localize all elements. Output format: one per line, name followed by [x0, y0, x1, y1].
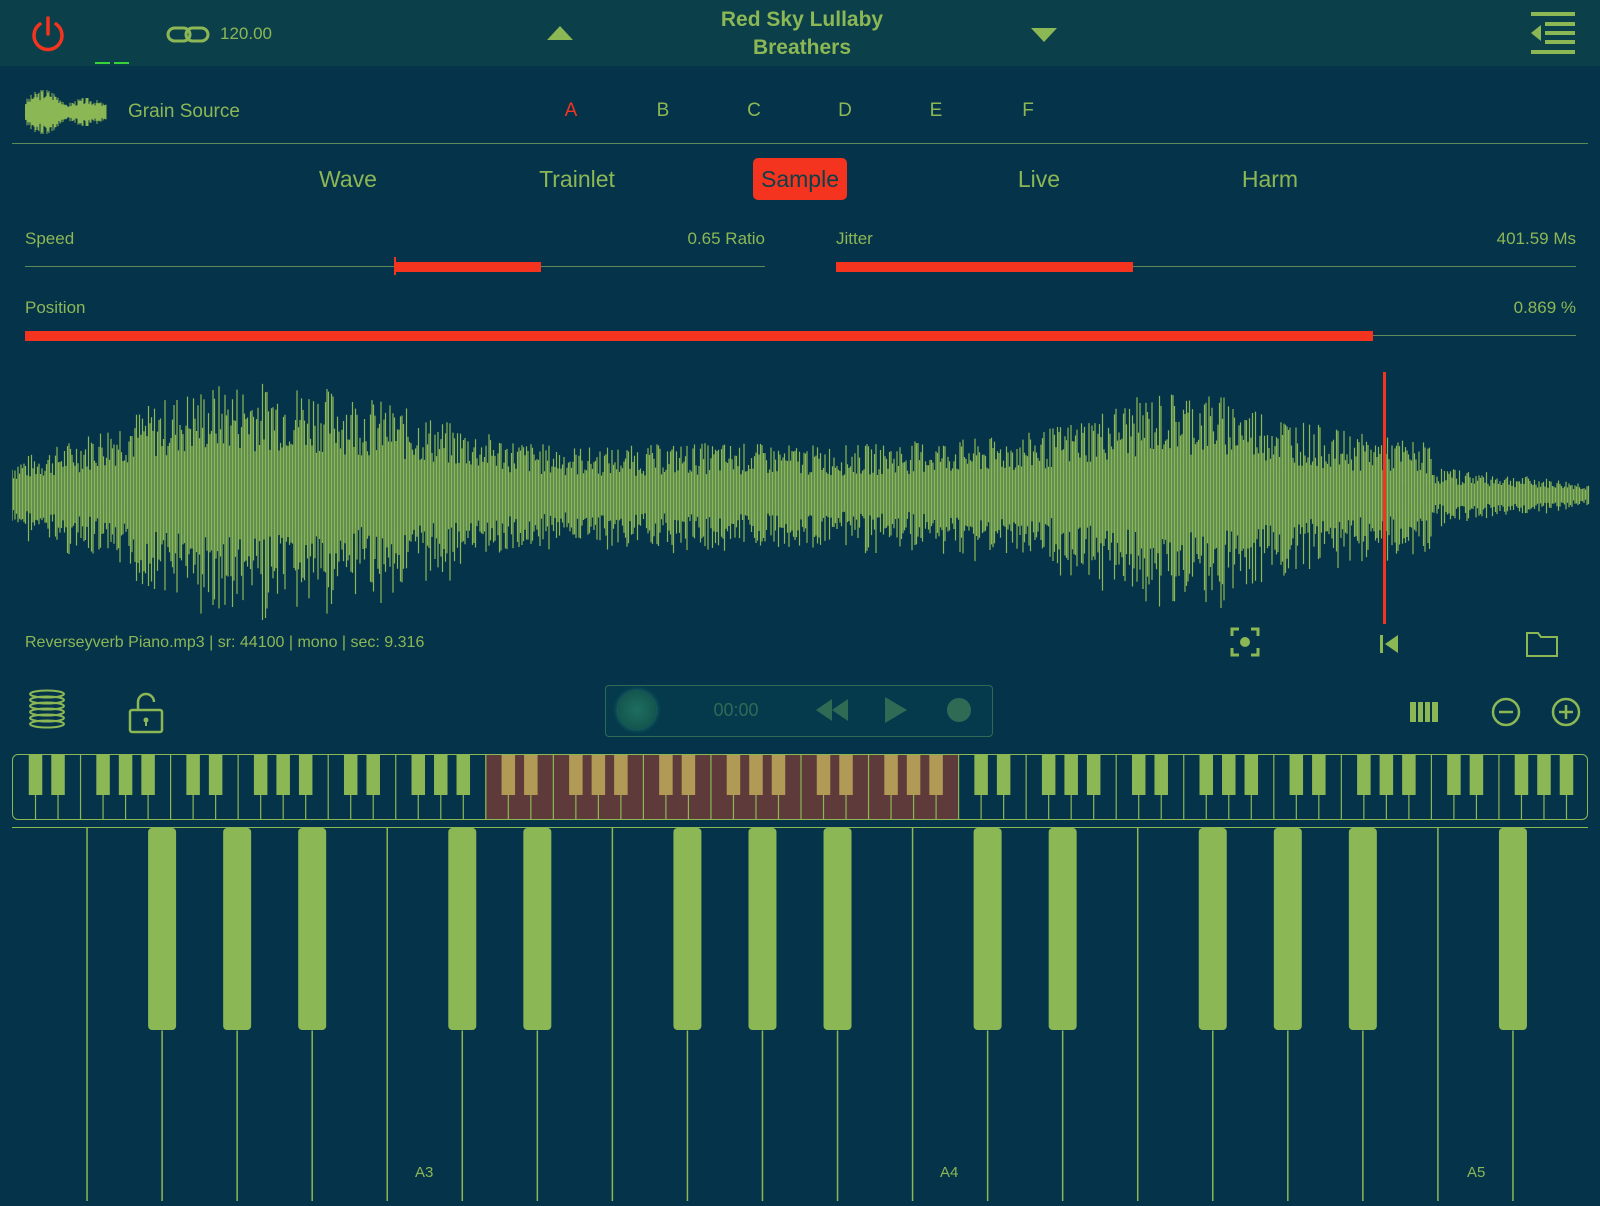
- focus-icon[interactable]: [1230, 627, 1260, 657]
- grain-slot-f[interactable]: F: [1022, 100, 1034, 121]
- link-icon[interactable]: [166, 25, 210, 45]
- arrow-up-icon[interactable]: [547, 26, 573, 40]
- tempo-value[interactable]: 120.00: [220, 24, 272, 43]
- keyboard-overview[interactable]: [12, 754, 1588, 820]
- tab-wave[interactable]: Wave: [319, 166, 377, 192]
- jitter-label: Jitter: [836, 229, 873, 248]
- tab-sample[interactable]: Sample: [753, 158, 847, 200]
- octave-label-a3: A3: [415, 1164, 434, 1181]
- playhead-marker[interactable]: [1383, 372, 1386, 624]
- octave-label-a4: A4: [940, 1164, 959, 1181]
- menu-icon[interactable]: [1531, 12, 1575, 54]
- level-meter-right: [114, 62, 129, 64]
- skip-start-icon[interactable]: [1378, 633, 1400, 655]
- zoom-in-icon[interactable]: [1550, 696, 1582, 728]
- transport-time: 00:00: [713, 700, 759, 720]
- position-value: 0.869 %: [1513, 298, 1576, 317]
- waveform-display[interactable]: [11, 370, 1590, 623]
- zoom-out-icon[interactable]: [1490, 696, 1522, 728]
- octave-label-a5: A5: [1467, 1164, 1486, 1181]
- sample-file-info: Reverseyverb Piano.mp3 | sr: 44100 | mon…: [25, 634, 425, 651]
- speed-label: Speed: [25, 229, 75, 248]
- lock-icon[interactable]: [128, 690, 164, 734]
- level-meter-left: [95, 62, 110, 64]
- preset-author: Breathers: [752, 36, 852, 59]
- divider: [12, 143, 1588, 144]
- preset-title[interactable]: Red Sky Lullaby Breathers: [600, 6, 1004, 62]
- grain-slot-d[interactable]: D: [838, 100, 852, 121]
- top-bar: [0, 0, 1600, 66]
- grain-source-label: Grain Source: [128, 101, 240, 122]
- transport-bar: 00:00: [605, 685, 993, 737]
- grain-slot-b[interactable]: B: [656, 100, 670, 121]
- folder-icon[interactable]: [1525, 628, 1559, 658]
- play-icon[interactable]: [885, 697, 907, 723]
- tab-live[interactable]: Live: [1017, 166, 1061, 192]
- tab-harm[interactable]: Harm: [1241, 166, 1299, 192]
- speed-value: 0.65 Ratio: [687, 229, 766, 248]
- grain-slot-c[interactable]: C: [747, 100, 761, 121]
- piano-keyboard[interactable]: [12, 827, 1588, 1201]
- position-label: Position: [25, 298, 86, 317]
- position-slider[interactable]: [25, 318, 1576, 348]
- jitter-value: 401.59 Ms: [1496, 229, 1576, 248]
- tab-trainlet[interactable]: Trainlet: [539, 166, 615, 192]
- grain-slot-e[interactable]: E: [929, 100, 943, 121]
- power-icon[interactable]: [28, 14, 68, 54]
- jitter-slider[interactable]: [836, 248, 1576, 278]
- keyboard-range-icon[interactable]: [1410, 700, 1438, 724]
- arrow-down-icon[interactable]: [1031, 28, 1057, 42]
- waveform-thumb-icon[interactable]: [25, 90, 107, 134]
- record-icon[interactable]: [947, 698, 971, 722]
- rewind-icon[interactable]: [816, 699, 848, 721]
- speed-slider[interactable]: [25, 248, 765, 278]
- preset-name: Red Sky Lullaby: [720, 8, 884, 31]
- input-level-orb[interactable]: [618, 691, 656, 729]
- grain-slot-a[interactable]: A: [564, 100, 578, 121]
- spring-icon[interactable]: [27, 688, 67, 730]
